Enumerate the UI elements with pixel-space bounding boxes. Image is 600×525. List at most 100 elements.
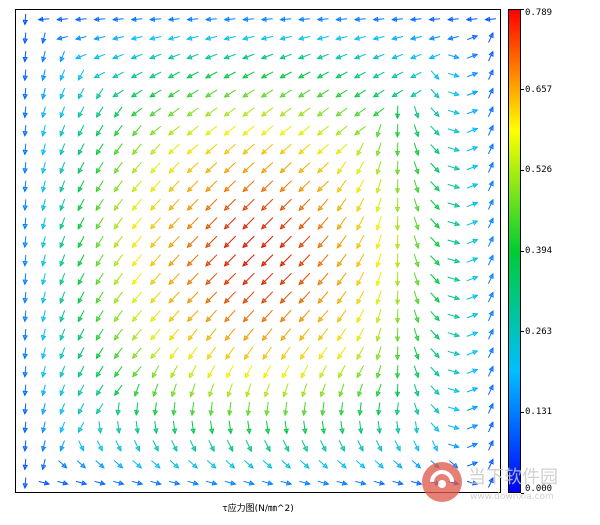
stress-arrow (40, 217, 47, 230)
stress-arrow (317, 272, 329, 286)
stress-arrow (223, 71, 236, 79)
stress-arrow (487, 328, 494, 340)
stress-arrow (354, 107, 366, 117)
stress-arrow (57, 480, 69, 486)
stress-arrow (448, 53, 460, 60)
stress-arrow (242, 89, 255, 98)
stress-arrow (466, 350, 479, 356)
stress-arrow (59, 384, 66, 397)
stress-arrow (356, 216, 365, 231)
stress-arrow (150, 291, 161, 304)
stress-arrow (260, 71, 274, 79)
stress-arrow (186, 89, 199, 98)
stress-arrow (316, 107, 329, 117)
stress-arrow (133, 440, 141, 452)
stress-arrow (111, 35, 124, 41)
stress-arrow (316, 162, 329, 174)
stress-arrow (149, 89, 162, 98)
stress-arrow (279, 16, 292, 23)
stress-arrow (375, 179, 382, 194)
stress-arrow (223, 198, 236, 212)
stress-arrow (167, 71, 180, 79)
stress-arrow (168, 235, 180, 249)
stress-arrow (411, 460, 422, 469)
stress-arrow (391, 16, 403, 23)
stress-arrow (40, 273, 47, 286)
stress-arrow (261, 328, 273, 342)
stress-arrow (431, 440, 438, 452)
stress-arrow (41, 87, 47, 100)
stress-arrow (335, 53, 348, 60)
stress-arrow (337, 346, 347, 360)
stress-arrow (22, 329, 28, 341)
stress-arrow (223, 217, 237, 230)
stress-arrow (447, 72, 460, 78)
stress-arrow (430, 255, 440, 266)
stress-arrow (204, 53, 218, 60)
stress-arrow (131, 291, 142, 304)
stress-arrow (317, 198, 329, 212)
stress-arrow (149, 125, 162, 136)
colorbar-tick (521, 8, 524, 10)
stress-arrow (374, 460, 385, 469)
colorbar-tick (521, 492, 524, 494)
stress-arrow (113, 198, 123, 212)
stress-arrow (394, 383, 401, 398)
stress-arrow (95, 272, 104, 286)
stress-arrow (261, 309, 273, 323)
stress-arrow (466, 368, 479, 374)
stress-arrow (188, 365, 197, 379)
stress-arrow (113, 125, 123, 137)
stress-arrow (260, 180, 274, 193)
stress-arrow (113, 235, 123, 249)
stress-arrow (186, 291, 199, 304)
stress-arrow (430, 144, 440, 155)
stress-arrow (97, 421, 103, 435)
stress-arrow (59, 254, 66, 267)
stress-arrow (150, 310, 161, 323)
stress-arrow (335, 125, 348, 136)
stress-arrow (320, 420, 327, 435)
stress-arrow (40, 161, 47, 175)
stress-arrow (375, 309, 382, 324)
stress-arrow (320, 402, 326, 417)
stress-arrow (466, 294, 479, 300)
stress-arrow (430, 181, 440, 192)
stress-arrow (187, 480, 200, 486)
stress-arrow (226, 364, 234, 379)
stress-arrow (447, 128, 461, 134)
stress-arrow (242, 309, 255, 323)
stress-arrow (447, 332, 461, 338)
stress-arrow (130, 35, 143, 41)
stress-arrow (298, 89, 311, 98)
stress-arrow (59, 180, 66, 193)
stress-arrow (466, 275, 479, 282)
stress-arrow (447, 350, 461, 357)
stress-arrow (112, 71, 124, 79)
stress-arrow (298, 198, 311, 212)
stress-arrow (488, 476, 494, 488)
stress-arrow (279, 89, 292, 98)
stress-arrow (336, 161, 347, 175)
stress-arrow (338, 440, 345, 453)
stress-arrow (430, 162, 440, 173)
stress-arrow (376, 421, 382, 435)
stress-arrow (413, 179, 420, 194)
stress-arrow (95, 124, 104, 137)
stress-arrow (130, 107, 143, 117)
stress-arrow (466, 387, 479, 393)
stress-arrow (336, 272, 347, 286)
stress-arrow (394, 197, 401, 213)
stress-arrow (190, 420, 196, 435)
stress-arrow (300, 364, 309, 379)
stress-arrow (413, 124, 420, 138)
stress-arrow (394, 216, 401, 232)
stress-arrow (149, 235, 161, 249)
stress-arrow (22, 366, 28, 378)
stress-arrow (131, 328, 142, 341)
stress-arrow (205, 235, 218, 249)
stress-arrow (316, 71, 329, 79)
stress-arrow (319, 365, 327, 379)
stress-arrow (59, 106, 66, 119)
stress-arrow (41, 365, 47, 379)
